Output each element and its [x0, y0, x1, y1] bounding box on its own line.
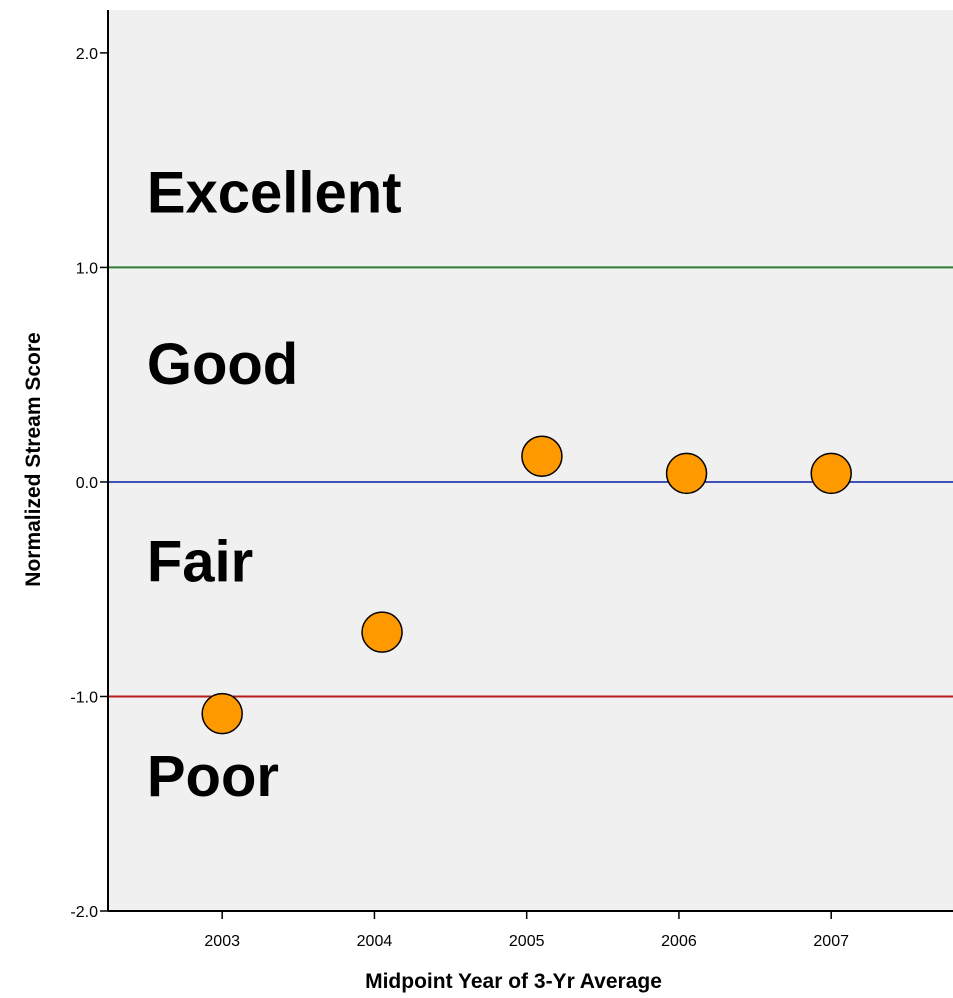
y-tick-label: -2.0 — [70, 904, 98, 921]
x-tick-label: 2007 — [813, 933, 849, 950]
region-labels: Excellent Good Fair Poor — [147, 160, 402, 809]
reference-lines — [108, 266, 953, 698]
data-point — [361, 611, 403, 653]
x-tick-label: 2005 — [509, 933, 545, 950]
region-label: Good — [147, 332, 298, 397]
x-tick-label: 2006 — [661, 933, 697, 950]
data-point — [810, 452, 852, 495]
x-tick-label: 2003 — [204, 933, 240, 950]
region-label: Poor — [147, 744, 279, 809]
y-tick-label: 2.0 — [76, 46, 98, 63]
data-point — [201, 692, 243, 735]
data-point — [665, 452, 708, 495]
data-points — [201, 435, 852, 735]
x-tick-label: 2004 — [357, 933, 393, 950]
x-axis-title: Midpoint Year of 3-Yr Average — [365, 970, 662, 993]
y-axis: 2.0 1.0 0.0 -1.0 -2.0 — [70, 10, 109, 921]
x-axis: 2003 2004 2005 2006 2007 — [108, 910, 953, 950]
region-label: Fair — [147, 529, 253, 594]
region-label: Excellent — [147, 160, 402, 225]
y-axis-title: Normalized Stream Score — [22, 332, 45, 586]
y-tick-label: 0.0 — [76, 475, 98, 492]
y-tick-label: -1.0 — [70, 689, 98, 706]
data-point — [521, 435, 563, 477]
y-tick-label: 1.0 — [76, 260, 98, 277]
